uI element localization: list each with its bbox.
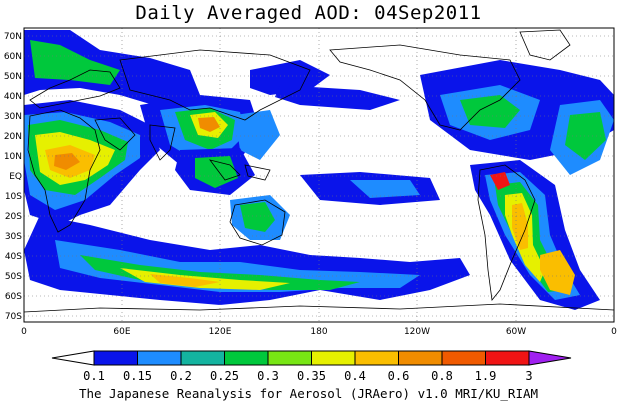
map-title: Daily Averaged AOD: 04Sep2011 — [135, 2, 482, 24]
lat-label: 40S — [5, 252, 22, 262]
colorbar-segment — [441, 350, 486, 366]
lat-label: 50S — [5, 272, 22, 282]
colorbar-level-label: 3 — [525, 369, 532, 383]
lat-label: EQ — [9, 172, 22, 182]
longitude-labels: 0 60E 120E 180 120W 60W 0 — [21, 327, 617, 337]
colorbar-level-label: 0.3 — [257, 369, 279, 383]
lon-label: 60E — [113, 327, 130, 337]
colorbar-level-label: 0.25 — [210, 369, 239, 383]
colorbar-level-label: 0.2 — [170, 369, 192, 383]
colorbar-level-label: 0.15 — [123, 369, 152, 383]
lat-label: 70N — [4, 32, 22, 42]
lon-label: 180 — [310, 327, 327, 337]
lat-label: 10N — [4, 152, 22, 162]
lat-label: 10S — [5, 192, 22, 202]
lat-label: 30N — [4, 112, 22, 122]
colorbar-level-label: 0.35 — [297, 369, 326, 383]
colorbar-level-label: 0.4 — [344, 369, 366, 383]
lat-label: 20N — [4, 132, 22, 142]
lon-label: 0 — [611, 327, 617, 337]
colorbar-segment — [485, 350, 530, 366]
lat-label: 30S — [5, 232, 22, 242]
colorbar-segment — [93, 350, 138, 366]
coastlines — [24, 29, 614, 313]
latitude-labels: 70N 60N 50N 40N 30N 20N 10N EQ 10S 20S 30S 40S 50S 60… — [4, 32, 22, 322]
colorbar-segment — [398, 350, 443, 366]
lat-label: 50N — [4, 72, 22, 82]
lon-label: 120E — [209, 327, 232, 337]
colorbar-min-arrow — [51, 350, 95, 366]
colorbar-segment — [224, 350, 269, 366]
lat-label: 60S — [5, 292, 22, 302]
colorbar-level-label: 0.1 — [83, 369, 105, 383]
colorbar-segment — [137, 350, 182, 366]
colorbar — [51, 350, 572, 366]
lat-label: 40N — [4, 92, 22, 102]
lat-label: 20S — [5, 212, 22, 222]
gridlines — [24, 28, 614, 322]
lat-label: 70S — [5, 312, 22, 322]
colorbar-level-label: 0.6 — [388, 369, 410, 383]
lon-label: 0 — [21, 327, 27, 337]
colorbar-level-label: 1.9 — [475, 369, 497, 383]
colorbar-segment — [311, 350, 356, 366]
lat-label: 60N — [4, 52, 22, 62]
credit-line: The Japanese Reanalysis for Aerosol (JRA… — [78, 386, 539, 401]
colorbar-segment — [267, 350, 312, 366]
lon-label: 60W — [506, 327, 526, 337]
lon-label: 120W — [404, 327, 430, 337]
colorbar-labels: 0.1 0.15 0.2 0.25 0.3 0.35 0.4 0.6 0.8 1.9 3 — [83, 369, 532, 383]
map-frame — [23, 27, 615, 323]
colorbar-max-arrow — [528, 350, 572, 366]
colorbar-segment — [354, 350, 399, 366]
colorbar-segment — [180, 350, 225, 366]
colorbar-level-label: 0.8 — [431, 369, 453, 383]
